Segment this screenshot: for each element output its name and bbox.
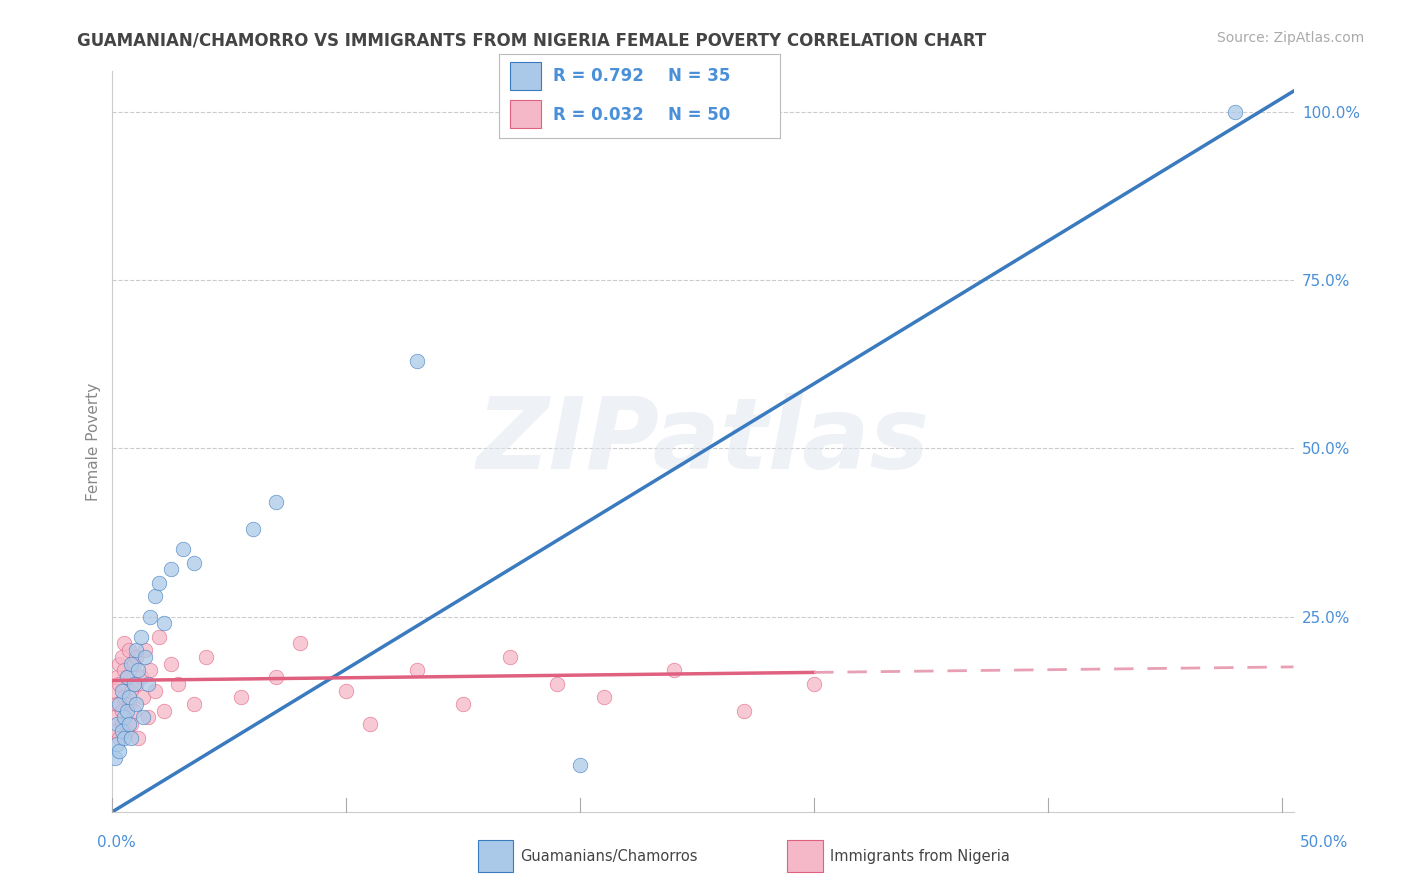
Point <box>112 636 135 650</box>
Point <box>108 657 131 671</box>
Point <box>136 677 159 691</box>
Text: 50.0%: 50.0% <box>1301 836 1348 850</box>
Point <box>127 664 149 678</box>
Point <box>453 697 475 711</box>
Point <box>1223 104 1246 119</box>
Text: 0.0%: 0.0% <box>97 836 136 850</box>
Point <box>499 649 522 664</box>
Point <box>120 657 142 671</box>
Point <box>125 697 148 711</box>
Point <box>288 636 311 650</box>
Point <box>108 677 131 691</box>
Point <box>118 697 141 711</box>
Point <box>111 649 134 664</box>
Point <box>125 677 148 691</box>
Point <box>112 731 135 745</box>
Point <box>122 677 145 691</box>
Point <box>803 677 825 691</box>
Text: R = 0.792: R = 0.792 <box>553 68 644 86</box>
Point <box>105 670 128 684</box>
Point <box>405 664 427 678</box>
Point <box>136 710 159 724</box>
Bar <box>510 62 541 90</box>
Point <box>108 697 131 711</box>
Point <box>546 677 568 691</box>
Point <box>120 683 142 698</box>
Point <box>148 630 170 644</box>
Point <box>115 704 138 718</box>
Point <box>569 757 592 772</box>
Point <box>183 556 205 570</box>
Point <box>111 717 134 731</box>
Point <box>132 710 155 724</box>
Text: Source: ZipAtlas.com: Source: ZipAtlas.com <box>1216 31 1364 45</box>
Point <box>134 643 156 657</box>
Point <box>335 683 357 698</box>
Point <box>112 690 135 705</box>
Point <box>105 723 128 738</box>
Point <box>143 590 166 604</box>
Bar <box>510 100 541 128</box>
Point <box>167 677 190 691</box>
Point <box>118 717 141 731</box>
Point <box>172 542 194 557</box>
Point <box>160 657 183 671</box>
Point <box>105 717 128 731</box>
Point <box>139 664 162 678</box>
Point <box>733 704 755 718</box>
Point <box>153 616 176 631</box>
Point <box>153 704 176 718</box>
Point <box>108 744 131 758</box>
Point <box>405 353 427 368</box>
Point <box>242 522 264 536</box>
Point <box>115 723 138 738</box>
Point <box>104 683 127 698</box>
Point <box>122 704 145 718</box>
Point <box>148 575 170 590</box>
Text: ZIPatlas: ZIPatlas <box>477 393 929 490</box>
Point <box>229 690 252 705</box>
Point <box>125 649 148 664</box>
Point <box>122 657 145 671</box>
Text: GUAMANIAN/CHAMORRO VS IMMIGRANTS FROM NIGERIA FEMALE POVERTY CORRELATION CHART: GUAMANIAN/CHAMORRO VS IMMIGRANTS FROM NI… <box>77 31 987 49</box>
Point <box>105 697 128 711</box>
Point <box>111 704 134 718</box>
Point <box>129 670 152 684</box>
Point <box>108 731 131 745</box>
Point <box>132 690 155 705</box>
Point <box>264 670 287 684</box>
Point <box>115 670 138 684</box>
Point <box>104 751 127 765</box>
Y-axis label: Female Poverty: Female Poverty <box>86 383 101 500</box>
Point <box>139 609 162 624</box>
Point <box>127 731 149 745</box>
Point <box>125 643 148 657</box>
Point <box>662 664 685 678</box>
Point <box>120 717 142 731</box>
Text: R = 0.032: R = 0.032 <box>553 105 644 123</box>
Point <box>120 731 142 745</box>
Point <box>195 649 218 664</box>
Point <box>160 562 183 576</box>
Point <box>112 710 135 724</box>
Point <box>105 738 128 752</box>
Point <box>111 683 134 698</box>
Point <box>592 690 614 705</box>
Point <box>118 643 141 657</box>
Point <box>104 710 127 724</box>
Point <box>115 670 138 684</box>
Text: N = 50: N = 50 <box>668 105 730 123</box>
Point <box>143 683 166 698</box>
Text: Immigrants from Nigeria: Immigrants from Nigeria <box>830 849 1010 863</box>
Text: Guamanians/Chamorros: Guamanians/Chamorros <box>520 849 697 863</box>
Text: N = 35: N = 35 <box>668 68 730 86</box>
Point <box>134 649 156 664</box>
Point <box>112 664 135 678</box>
Point <box>129 630 152 644</box>
Point <box>111 723 134 738</box>
Point <box>183 697 205 711</box>
Point <box>359 717 381 731</box>
Point <box>118 690 141 705</box>
Point <box>264 495 287 509</box>
